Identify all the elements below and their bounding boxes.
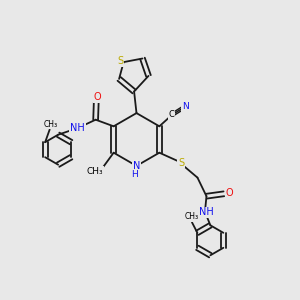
Text: CH₃: CH₃ — [43, 120, 57, 129]
Text: N: N — [182, 102, 189, 111]
Text: C: C — [168, 110, 174, 119]
Text: O: O — [226, 188, 233, 198]
Text: CH₃: CH₃ — [184, 212, 198, 221]
Text: S: S — [178, 158, 184, 168]
Text: NH: NH — [70, 123, 85, 133]
Text: S: S — [117, 56, 123, 66]
Text: H: H — [132, 170, 138, 179]
Text: CH₃: CH₃ — [86, 167, 103, 176]
Text: O: O — [93, 92, 101, 102]
Text: N: N — [133, 161, 140, 171]
Text: NH: NH — [199, 207, 214, 218]
